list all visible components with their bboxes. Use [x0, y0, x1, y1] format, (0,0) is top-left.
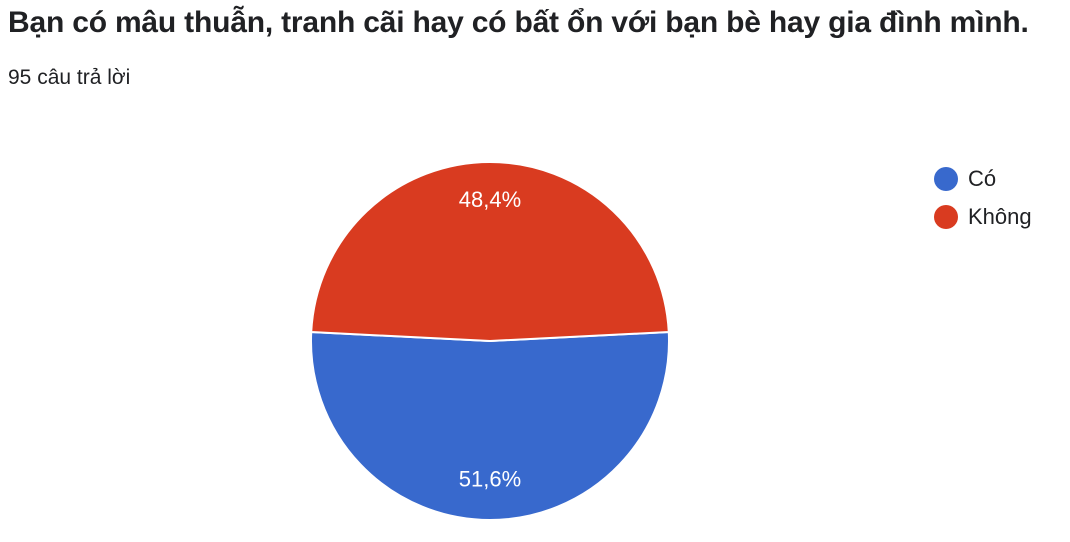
pie-labels: 51,6% 48,4%: [459, 187, 521, 491]
legend-label-co: Có: [968, 166, 997, 191]
pie-slice-khong[interactable]: [310, 161, 670, 343]
legend-swatch-co: [934, 167, 958, 191]
pie-slice-co[interactable]: [310, 330, 670, 521]
legend-label-khong: Không: [968, 204, 1032, 229]
pie-label-khong: 48,4%: [459, 187, 521, 212]
legend-item-co[interactable]: Có: [934, 160, 1032, 198]
page-title: Bạn có mâu thuẫn, tranh cãi hay có bất ổ…: [8, 6, 1029, 39]
legend-item-khong[interactable]: Không: [934, 198, 1032, 236]
legend-swatch-khong: [934, 205, 958, 229]
pie-label-co: 51,6%: [459, 466, 521, 491]
pie-slices: [310, 161, 670, 521]
response-count: 95 câu trả lời: [8, 66, 131, 89]
chart-legend: Có Không: [934, 160, 1032, 236]
